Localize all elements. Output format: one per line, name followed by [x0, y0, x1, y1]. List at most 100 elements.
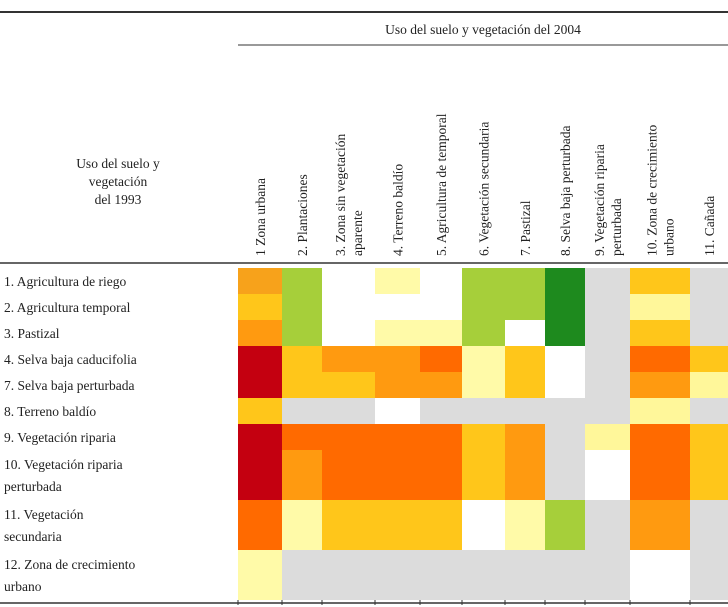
- row-label: 10. Vegetación riparia: [4, 457, 123, 472]
- column-label: 11. Cañada: [702, 196, 717, 256]
- heat-cell: [420, 550, 462, 600]
- heat-cell: [282, 450, 322, 500]
- heat-cell: [322, 268, 375, 294]
- heat-cell: [690, 320, 728, 346]
- heat-cell: [505, 450, 545, 500]
- heat-cell: [238, 346, 282, 372]
- column-label: 2. Plantaciones: [295, 174, 310, 256]
- heat-cell: [585, 500, 630, 550]
- heat-cell: [420, 372, 462, 398]
- column-label: urbano: [662, 218, 677, 256]
- heat-cell: [462, 294, 505, 320]
- heat-cell: [545, 268, 585, 294]
- heat-cell: [462, 550, 505, 600]
- heat-cell: [420, 268, 462, 294]
- row-label: 4. Selva baja caducifolia: [4, 352, 137, 367]
- column-label: 5. Agricultura de temporal: [434, 113, 449, 256]
- heat-cell: [375, 500, 420, 550]
- heat-cell: [630, 268, 690, 294]
- heat-cell: [282, 398, 322, 424]
- heat-cell: [462, 320, 505, 346]
- heat-cell: [585, 450, 630, 500]
- heat-cell: [282, 550, 322, 600]
- heat-cell: [322, 500, 375, 550]
- row-label: secundaria: [4, 529, 62, 544]
- heat-cell: [630, 550, 690, 600]
- heat-cell: [462, 424, 505, 450]
- heat-cell: [375, 320, 420, 346]
- heat-cell: [375, 346, 420, 372]
- heat-cell: [420, 320, 462, 346]
- heat-cell: [375, 294, 420, 320]
- heat-cell: [505, 424, 545, 450]
- heat-cell: [545, 450, 585, 500]
- heat-cell: [238, 424, 282, 450]
- heat-cell: [375, 398, 420, 424]
- heat-cell: [322, 372, 375, 398]
- heat-cell: [238, 268, 282, 294]
- heat-cell: [630, 294, 690, 320]
- heat-cell: [690, 424, 728, 450]
- heat-cell: [585, 424, 630, 450]
- heat-cell: [690, 372, 728, 398]
- heat-cell: [282, 346, 322, 372]
- heat-cell: [420, 398, 462, 424]
- heat-cell: [238, 500, 282, 550]
- heat-cell: [690, 346, 728, 372]
- heat-cell: [585, 346, 630, 372]
- heat-cell: [462, 346, 505, 372]
- column-label: 3. Zona sin vegetación: [333, 134, 348, 256]
- heat-cell: [545, 294, 585, 320]
- heat-cell: [462, 450, 505, 500]
- row-label: 1. Agricultura de riego: [4, 274, 126, 289]
- heat-cell: [585, 320, 630, 346]
- column-label: 6. Vegetación secundaria: [477, 122, 492, 256]
- column-label: perturbada: [609, 198, 624, 256]
- heat-cell: [322, 320, 375, 346]
- heat-cell: [322, 424, 375, 450]
- heat-cell: [545, 346, 585, 372]
- row-header: vegetación: [89, 174, 148, 189]
- heat-cell: [462, 268, 505, 294]
- heat-cell: [238, 294, 282, 320]
- heat-cell: [282, 268, 322, 294]
- row-label: 8. Terreno baldío: [4, 404, 96, 419]
- heat-cell: [505, 372, 545, 398]
- heat-cell: [322, 450, 375, 500]
- row-label: 11. Vegetación: [4, 507, 84, 522]
- heat-cell: [690, 550, 728, 600]
- heat-cell: [630, 450, 690, 500]
- heat-cell: [282, 424, 322, 450]
- heat-cell: [505, 500, 545, 550]
- heat-cell: [505, 346, 545, 372]
- row-label: 2. Agricultura temporal: [4, 300, 131, 315]
- heat-cell: [375, 450, 420, 500]
- heat-cell: [630, 424, 690, 450]
- heat-cell: [505, 294, 545, 320]
- heat-cell: [585, 268, 630, 294]
- heat-cell: [462, 500, 505, 550]
- heat-cell: [238, 450, 282, 500]
- heat-cell: [690, 294, 728, 320]
- heat-cell: [690, 500, 728, 550]
- row-label: perturbada: [4, 479, 62, 494]
- heat-cell: [585, 372, 630, 398]
- column-label: 7. Pastizal: [518, 200, 533, 256]
- heat-cell: [420, 450, 462, 500]
- heat-cell: [420, 500, 462, 550]
- row-label: 12. Zona de crecimiento: [4, 557, 135, 572]
- column-label: 10. Zona de crecimiento: [645, 125, 660, 256]
- heat-cell: [505, 268, 545, 294]
- heat-cell: [238, 550, 282, 600]
- heat-cell: [630, 500, 690, 550]
- heat-cell: [690, 398, 728, 424]
- heat-cell: [282, 500, 322, 550]
- row-label: 3. Pastizal: [4, 326, 60, 341]
- heat-cell: [585, 294, 630, 320]
- heat-cell: [238, 320, 282, 346]
- heat-cell: [505, 398, 545, 424]
- heat-cell: [238, 398, 282, 424]
- row-header: del 1993: [95, 192, 142, 207]
- heat-cell: [420, 294, 462, 320]
- column-label: 8. Selva baja perturbada: [558, 126, 573, 256]
